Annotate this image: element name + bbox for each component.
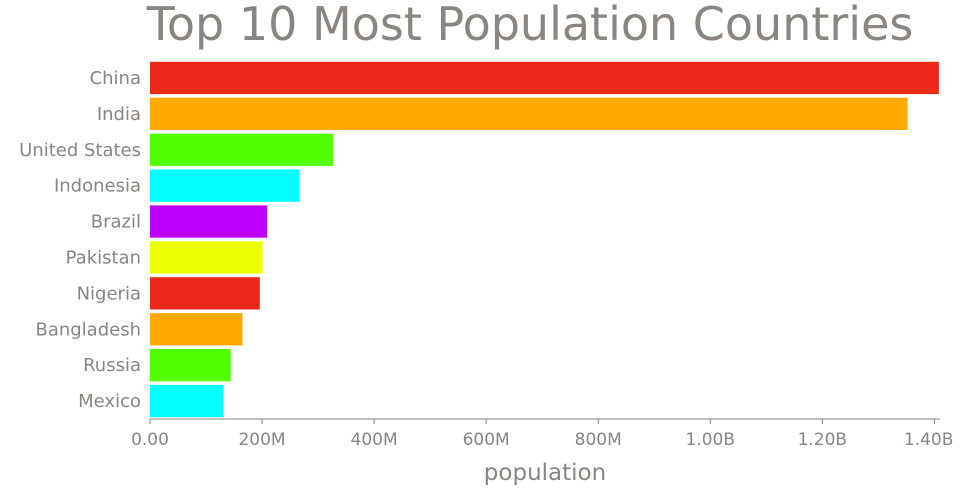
category-label: Russia [83,355,141,376]
bar-nigeria [150,277,260,310]
bar-united-states [150,133,334,166]
category-label: India [97,104,141,125]
x-tick-label: 600M [463,430,510,450]
x-tick-label: 200M [238,430,285,450]
category-label: Mexico [78,391,141,412]
category-label: Pakistan [66,247,141,268]
x-tick-label: 0.00 [131,430,169,450]
bar-pakistan [150,241,263,274]
category-label: Bangladesh [35,319,141,340]
bar-russia [150,348,231,382]
bar-brazil [150,205,268,238]
x-axis-title: population [484,460,606,486]
category-label: United States [19,140,141,161]
bar-bangladesh [150,313,243,346]
bar-mexico [150,384,224,418]
x-tick-label: 1.20B [798,430,848,450]
bar-indonesia [150,169,300,202]
category-label: Nigeria [77,283,141,304]
category-label: Brazil [91,212,141,233]
x-tick-label: 1.00B [686,430,736,450]
category-label: China [90,68,141,89]
bars-group [150,61,939,418]
bar-india [150,97,908,131]
category-label: Indonesia [54,176,141,197]
x-tick-label: 400M [351,430,398,450]
chart-title: Top 10 Most Population Countries [146,0,914,51]
x-tick-label: 800M [575,430,622,450]
bar-china [150,61,939,95]
x-axis-ticks: 0.00 200M 400M 600M 800M 1.00B 1.20B 1.40B [131,419,953,450]
category-labels: China India United States Indonesia Brazil Pa… [19,68,141,412]
x-tick-label: 1.40B [904,430,954,450]
